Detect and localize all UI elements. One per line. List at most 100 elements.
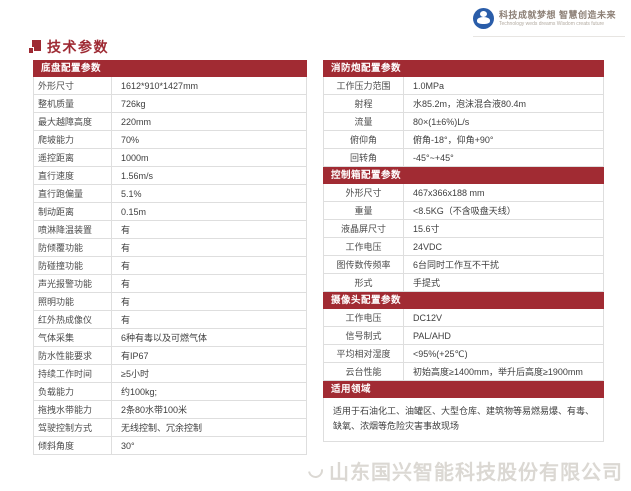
- param-label: 负载能力: [34, 383, 112, 400]
- fire-monitor-params-table: 消防炮配置参数 工作压力范围 1.0MPa 射程 水85.2m，泡沫混合液80.4m 流…: [323, 60, 604, 167]
- application-field-text: 适用于石油化工、油罐区、大型仓库、建筑物等易燃易爆、有毒、缺氧、浓烟等危险灾害事…: [323, 398, 604, 442]
- table-row: 爬坡能力 70%: [34, 131, 306, 149]
- section-marker-icon: [28, 40, 41, 54]
- table-row: 俯仰角 俯角-18°，仰角+90°: [324, 131, 603, 149]
- param-value: 有: [121, 261, 131, 271]
- param-label: 回转角: [324, 149, 404, 166]
- param-value: 220mm: [121, 117, 152, 127]
- table-row: 驾驶控制方式 无线控制、冗余控制: [34, 419, 306, 437]
- param-label: 拖拽水带能力: [34, 401, 112, 418]
- param-value: 有: [121, 279, 131, 289]
- param-label: 持续工作时间: [34, 365, 112, 382]
- param-value: 15.6寸: [413, 224, 440, 234]
- param-label: 驾驶控制方式: [34, 419, 112, 436]
- param-value: 有: [121, 315, 131, 325]
- param-label: 爬坡能力: [34, 131, 112, 148]
- param-label: 重量: [324, 202, 404, 219]
- param-value: 726kg: [121, 99, 146, 109]
- param-label: 防倾覆功能: [34, 239, 112, 256]
- param-value: 俯角-18°，仰角+90°: [413, 135, 494, 145]
- table-row: 工作电压 24VDC: [324, 238, 603, 256]
- company-logo-block: 科技成就梦想 智慧创造未来 Technology weds dreams Wis…: [473, 8, 625, 37]
- camera-table-body: 工作电压 DC12V 信号制式 PAL/AHD 平均相对湿度 <95%(+25℃) 云台性能…: [323, 309, 604, 381]
- table-row: 工作电压 DC12V: [324, 309, 603, 327]
- param-label: 防水性能要求: [34, 347, 112, 364]
- table-row: 形式 手提式: [324, 274, 603, 292]
- table-row: 最大越障高度 220mm: [34, 113, 306, 131]
- param-value: ≥5小时: [121, 369, 149, 379]
- param-value: 初始高度≥1400mm，举升后高度≥1900mm: [413, 367, 583, 377]
- table-row: 回转角 -45°~+45°: [324, 149, 603, 167]
- table-row: 液晶屏尺寸 15.6寸: [324, 220, 603, 238]
- table-row: 射程 水85.2m，泡沫混合液80.4m: [324, 95, 603, 113]
- param-value: 2条80水带100米: [121, 405, 188, 415]
- company-watermark: 山东国兴智能科技股份有限公司: [305, 456, 623, 485]
- table-row: 拖拽水带能力 2条80水带100米: [34, 401, 306, 419]
- param-label: 红外热成像仪: [34, 311, 112, 328]
- tagline-chinese: 科技成就梦想 智慧创造未来: [499, 9, 617, 20]
- company-logo-icon: [473, 8, 494, 29]
- chassis-table-body: 外形尺寸 1612*910*1427mm 整机质量 726kg 最大越障高度 220mm 爬…: [33, 77, 307, 455]
- param-value: 6种有毒以及可燃气体: [121, 333, 208, 343]
- param-label: 工作电压: [324, 238, 404, 255]
- param-value: 1612*910*1427mm: [121, 81, 199, 91]
- fire-monitor-table-header: 消防炮配置参数: [323, 60, 604, 77]
- table-row: 持续工作时间 ≥5小时: [34, 365, 306, 383]
- table-row: 防倾覆功能有: [34, 239, 306, 257]
- param-label: 工作电压: [324, 309, 404, 326]
- param-value: 手提式: [413, 278, 441, 288]
- param-value: 有: [121, 225, 131, 235]
- param-value: 有: [121, 297, 131, 307]
- table-row: 遥控距离 1000m: [34, 149, 306, 167]
- param-label: 制动距离: [34, 203, 112, 220]
- fire-monitor-table-body: 工作压力范围 1.0MPa 射程 水85.2m，泡沫混合液80.4m 流量 80×(1±6…: [323, 77, 604, 167]
- param-value: 30°: [121, 441, 135, 451]
- param-value: 有: [121, 243, 131, 253]
- param-label: 遥控距离: [34, 149, 112, 166]
- param-value: 70%: [121, 135, 140, 145]
- table-row: 外形尺寸 467x366x188 mm: [324, 184, 603, 202]
- watermark-text: 山东国兴智能科技股份有限公司: [329, 462, 623, 484]
- marker-square-front: [28, 47, 34, 54]
- param-value: PAL/AHD: [413, 331, 451, 341]
- camera-params-table: 摄像头配置参数 工作电压 DC12V 信号制式 PAL/AHD 平均相对湿度 <95%(+…: [323, 292, 604, 381]
- watermark-logo-icon: [305, 460, 326, 481]
- table-row: 气体采集 6种有毒以及可燃气体: [34, 329, 306, 347]
- param-label: 液晶屏尺寸: [324, 220, 404, 237]
- param-value: 有IP67: [121, 351, 149, 361]
- param-label: 外形尺寸: [34, 77, 112, 94]
- param-value: 1.0MPa: [413, 81, 445, 91]
- table-row: 防水性能要求 有IP67: [34, 347, 306, 365]
- tagline-english: Technology weds dreams Wisdom creats fut…: [499, 21, 605, 27]
- table-row: 直行速度 1.56m/s: [34, 167, 306, 185]
- table-row: 信号制式 PAL/AHD: [324, 327, 603, 345]
- table-row: 制动距离 0.15m: [34, 203, 306, 221]
- chassis-table-header: 底盘配置参数: [33, 60, 307, 77]
- param-value: 24VDC: [413, 242, 443, 252]
- table-row: 外形尺寸 1612*910*1427mm: [34, 77, 306, 95]
- camera-table-header: 摄像头配置参数: [323, 292, 604, 309]
- control-box-table-body: 外形尺寸 467x366x188 mm 重量 <8.5KG（不含吸盘天线） 液晶屏尺寸 1…: [323, 184, 604, 292]
- table-row: 照明功能有: [34, 293, 306, 311]
- param-value: 467x366x188 mm: [413, 188, 485, 198]
- param-label: 平均相对湿度: [324, 345, 404, 362]
- param-label: 形式: [324, 274, 404, 291]
- table-row: 倾斜角度 30°: [34, 437, 306, 455]
- table-row: 重量 <8.5KG（不含吸盘天线）: [324, 202, 603, 220]
- param-value: 6台同时工作互不干扰: [413, 260, 500, 270]
- param-value: 1.56m/s: [121, 171, 154, 181]
- param-label: 俯仰角: [324, 131, 404, 148]
- param-value: 无线控制、冗余控制: [121, 423, 203, 433]
- param-label: 信号制式: [324, 327, 404, 344]
- company-tagline: 科技成就梦想 智慧创造未来 Technology weds dreams Wis…: [499, 10, 616, 28]
- table-row: 红外热成像仪有: [34, 311, 306, 329]
- marker-square-back: [32, 40, 41, 51]
- page-title-block: 技术参数: [28, 37, 109, 57]
- chassis-params-table: 底盘配置参数 外形尺寸 1612*910*1427mm 整机质量 726kg 最大越障高…: [33, 60, 307, 455]
- param-label: 流量: [324, 113, 404, 130]
- param-label: 防碰撞功能: [34, 257, 112, 274]
- param-label: 最大越障高度: [34, 113, 112, 130]
- table-row: 图传数传频率 6台同时工作互不干扰: [324, 256, 603, 274]
- table-row: 直行跑偏量 5.1%: [34, 185, 306, 203]
- param-value: 0.15m: [121, 207, 147, 217]
